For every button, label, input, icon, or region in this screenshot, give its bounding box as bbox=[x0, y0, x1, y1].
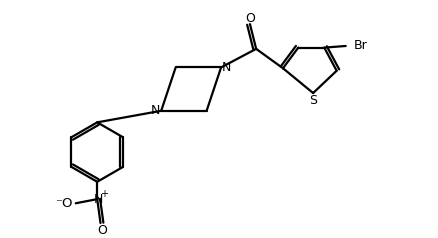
Text: ⁻O: ⁻O bbox=[56, 197, 73, 210]
Text: N: N bbox=[151, 104, 160, 117]
Text: O: O bbox=[97, 224, 107, 237]
Text: Br: Br bbox=[354, 40, 368, 52]
Text: +: + bbox=[100, 189, 108, 199]
Text: N: N bbox=[93, 193, 103, 206]
Text: O: O bbox=[245, 12, 255, 25]
Text: S: S bbox=[309, 94, 317, 107]
Text: N: N bbox=[222, 61, 231, 74]
